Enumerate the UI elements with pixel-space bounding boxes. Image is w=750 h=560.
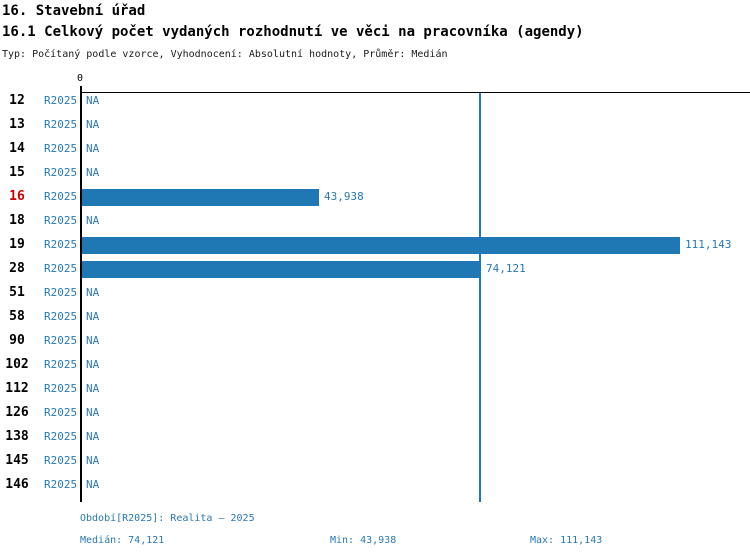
page-subtitle: 16.1 Celkový počet vydaných rozhodnutí v… bbox=[2, 24, 584, 40]
chart-top-border bbox=[80, 92, 750, 93]
y-axis-line bbox=[80, 86, 82, 502]
row-bar bbox=[82, 261, 481, 278]
chart-row: 19 R2025 111,143 bbox=[0, 233, 750, 257]
row-period-label: R2025 bbox=[44, 262, 78, 275]
footer-median-label: Medián: 74,121 bbox=[80, 535, 165, 546]
chart-rows: 12 R2025 NA 13 R2025 NA 14 R2025 NA 15 R2025 NA 16 R2… bbox=[0, 89, 750, 497]
row-category-label: 14 bbox=[9, 141, 25, 156]
chart-row: 13 R2025 NA bbox=[0, 113, 750, 137]
row-period-label: R2025 bbox=[44, 358, 78, 371]
row-category-label: 15 bbox=[9, 165, 25, 180]
row-category-label: 16 bbox=[9, 189, 25, 204]
row-na-label: NA bbox=[86, 118, 100, 131]
row-period-label: R2025 bbox=[44, 94, 78, 107]
chart-row: 102 R2025 NA bbox=[0, 353, 750, 377]
row-period-label: R2025 bbox=[44, 214, 78, 227]
row-category-label: 138 bbox=[5, 429, 29, 444]
footer-period-label: Období[R2025]: Realita – 2025 bbox=[80, 513, 255, 524]
row-na-label: NA bbox=[86, 478, 100, 491]
row-category-label: 28 bbox=[9, 261, 25, 276]
row-na-label: NA bbox=[86, 382, 100, 395]
row-period-label: R2025 bbox=[44, 454, 78, 467]
chart-row: 14 R2025 NA bbox=[0, 137, 750, 161]
row-period-label: R2025 bbox=[44, 382, 78, 395]
median-line bbox=[479, 93, 481, 502]
row-period-label: R2025 bbox=[44, 430, 78, 443]
chart-row: 126 R2025 NA bbox=[0, 401, 750, 425]
row-period-label: R2025 bbox=[44, 190, 78, 203]
row-na-label: NA bbox=[86, 142, 100, 155]
row-na-label: NA bbox=[86, 430, 100, 443]
row-na-label: NA bbox=[86, 454, 100, 467]
chart-row: 18 R2025 NA bbox=[0, 209, 750, 233]
row-na-label: NA bbox=[86, 334, 100, 347]
chart-row: 90 R2025 NA bbox=[0, 329, 750, 353]
row-period-label: R2025 bbox=[44, 238, 78, 251]
chart-row: 146 R2025 NA bbox=[0, 473, 750, 497]
row-value-label: 43,938 bbox=[324, 190, 364, 203]
chart-meta: Typ: Počítaný podle vzorce, Vyhodnocení:… bbox=[2, 49, 448, 60]
row-period-label: R2025 bbox=[44, 334, 78, 347]
chart-row: 58 R2025 NA bbox=[0, 305, 750, 329]
chart-row: 112 R2025 NA bbox=[0, 377, 750, 401]
row-period-label: R2025 bbox=[44, 142, 78, 155]
row-na-label: NA bbox=[86, 358, 100, 371]
chart-row: 16 R2025 43,938 bbox=[0, 185, 750, 209]
row-category-label: 18 bbox=[9, 213, 25, 228]
row-period-label: R2025 bbox=[44, 286, 78, 299]
row-period-label: R2025 bbox=[44, 478, 78, 491]
row-category-label: 19 bbox=[9, 237, 25, 252]
row-na-label: NA bbox=[86, 406, 100, 419]
row-period-label: R2025 bbox=[44, 166, 78, 179]
row-na-label: NA bbox=[86, 286, 100, 299]
row-category-label: 112 bbox=[5, 381, 29, 396]
row-bar bbox=[82, 237, 680, 254]
row-category-label: 145 bbox=[5, 453, 29, 468]
row-category-label: 58 bbox=[9, 309, 25, 324]
row-period-label: R2025 bbox=[44, 406, 78, 419]
row-category-label: 12 bbox=[9, 93, 25, 108]
row-category-label: 126 bbox=[5, 405, 29, 420]
chart-row: 138 R2025 NA bbox=[0, 425, 750, 449]
chart-row: 15 R2025 NA bbox=[0, 161, 750, 185]
row-value-label: 111,143 bbox=[685, 238, 732, 251]
row-category-label: 13 bbox=[9, 117, 25, 132]
row-na-label: NA bbox=[86, 310, 100, 323]
chart-row: 28 R2025 74,121 bbox=[0, 257, 750, 281]
row-bar bbox=[82, 189, 319, 206]
footer-max-label: Max: 111,143 bbox=[530, 535, 603, 546]
axis-zero-label: 0 bbox=[76, 73, 84, 84]
row-period-label: R2025 bbox=[44, 118, 78, 131]
row-value-label: 74,121 bbox=[486, 262, 526, 275]
row-category-label: 102 bbox=[5, 357, 29, 372]
footer-min-label: Min: 43,938 bbox=[330, 535, 397, 546]
row-category-label: 51 bbox=[9, 285, 25, 300]
row-na-label: NA bbox=[86, 214, 100, 227]
chart-row: 12 R2025 NA bbox=[0, 89, 750, 113]
chart-row: 51 R2025 NA bbox=[0, 281, 750, 305]
row-period-label: R2025 bbox=[44, 310, 78, 323]
chart-row: 145 R2025 NA bbox=[0, 449, 750, 473]
row-category-label: 146 bbox=[5, 477, 29, 492]
row-na-label: NA bbox=[86, 94, 100, 107]
page-title: 16. Stavební úřad bbox=[2, 3, 146, 19]
row-category-label: 90 bbox=[9, 333, 25, 348]
row-na-label: NA bbox=[86, 166, 100, 179]
